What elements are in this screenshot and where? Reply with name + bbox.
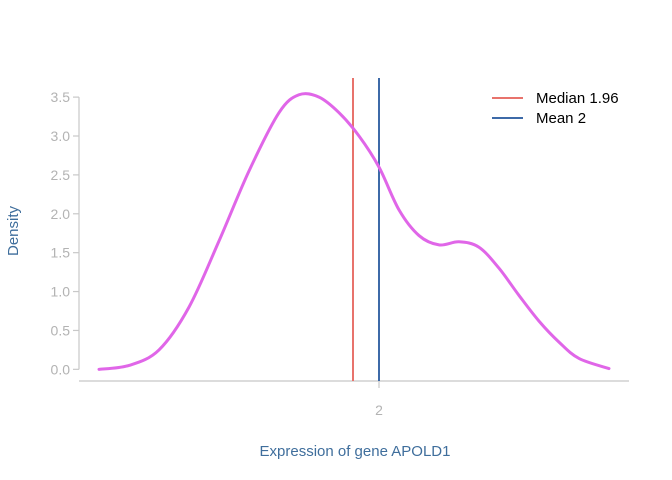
x-axis-title: Expression of gene APOLD1 <box>260 443 451 460</box>
x-tick-label: 2 <box>375 402 383 418</box>
density-curve <box>97 92 611 371</box>
density-series <box>97 92 611 371</box>
y-tick-label: 3.0 <box>51 128 71 144</box>
y-axis-title: Density <box>5 205 22 256</box>
legend: Median 1.96 Mean 2 <box>492 90 619 127</box>
y-tick-label: 0.5 <box>51 322 71 338</box>
x-axis: 2 <box>79 380 629 418</box>
y-tick-label: 1.0 <box>51 284 71 300</box>
reference-lines <box>352 78 380 381</box>
y-tick-label: 1.5 <box>51 245 71 261</box>
y-tick-label: 2.0 <box>51 206 71 222</box>
legend-label: Mean 2 <box>536 110 586 127</box>
legend-label: Median 1.96 <box>536 90 619 107</box>
y-tick-label: 2.5 <box>51 167 71 183</box>
y-axis: 0.0 0.5 1.0 1.5 2.0 2.5 3.0 3.5 <box>51 89 80 377</box>
y-tick-label: 0.0 <box>51 361 71 377</box>
y-tick-label: 3.5 <box>51 89 71 105</box>
